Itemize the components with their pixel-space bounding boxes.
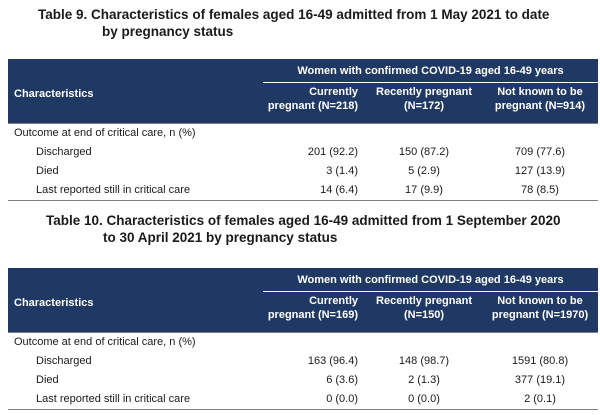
cell-value: 709 (77.6)	[514, 146, 566, 158]
cell-value: 377 (19.1)	[514, 374, 566, 386]
section-row: Outcome at end of critical care, n (%)	[8, 332, 598, 352]
cell-value: 127 (13.9)	[514, 165, 566, 177]
row-label: Last reported still in critical care	[36, 393, 191, 405]
section-label: Outcome at end of critical care, n (%)	[14, 127, 196, 139]
cell-value: 1591 (80.8)	[511, 355, 569, 367]
table-header: Characteristics Women with confirmed COV…	[8, 59, 598, 123]
column-header-line: Not known to be	[497, 295, 583, 307]
section-row: Outcome at end of critical care, n (%)	[8, 123, 598, 143]
column-header-line: pregnant (N=218)	[267, 100, 358, 112]
table-row: Discharged 201 (92.2) 150 (87.2) 709 (77…	[8, 143, 598, 162]
cell-value: 148 (98.7)	[398, 355, 450, 367]
cell-value: 163 (96.4)	[307, 355, 358, 367]
group-header: Women with confirmed COVID-19 aged 16-49…	[263, 65, 598, 83]
row-label: Died	[36, 165, 59, 177]
column-header-line: Not known to be	[497, 86, 583, 98]
table-title-line: Table 9. Characteristics of females aged…	[38, 7, 550, 22]
table-9: Characteristics Women with confirmed COV…	[8, 59, 598, 201]
table-header: Characteristics Women with confirmed COV…	[8, 268, 598, 332]
table-row: Died 3 (1.4) 5 (2.9) 127 (13.9)	[8, 162, 598, 181]
table-body: Outcome at end of critical care, n (%) D…	[8, 332, 598, 410]
column-header-line: Currently	[309, 295, 358, 307]
cell-value: 3 (1.4)	[326, 165, 358, 177]
column-header-line: pregnant (N=914)	[494, 100, 586, 112]
table-10-title: Table 10. Characteristics of females age…	[46, 212, 560, 246]
section-label: Outcome at end of critical care, n (%)	[14, 336, 196, 348]
cell-value: 5 (2.9)	[408, 165, 440, 177]
column-header-line: pregnant (N=169)	[267, 309, 358, 321]
column-header-line: pregnant (N=1970)	[491, 309, 589, 321]
column-header-not-known-pregnant: Not known to be pregnant (N=914)	[484, 85, 596, 113]
column-header-line: (N=150)	[403, 309, 445, 321]
table-title-line: by pregnancy status	[102, 24, 234, 39]
cell-value: 201 (92.2)	[307, 146, 358, 158]
group-header: Women with confirmed COVID-19 aged 16-49…	[263, 274, 598, 292]
cell-value: 2 (1.3)	[408, 374, 440, 386]
table-body: Outcome at end of critical care, n (%) D…	[8, 123, 598, 201]
column-header-not-known-pregnant: Not known to be pregnant (N=1970)	[484, 294, 596, 322]
cell-value: 0 (0.0)	[326, 393, 358, 405]
table-row: Discharged 163 (96.4) 148 (98.7) 1591 (8…	[8, 352, 598, 371]
column-header-line: Recently pregnant	[376, 295, 472, 307]
characteristics-header: Characteristics	[14, 297, 94, 309]
column-header-recently-pregnant: Recently pregnant (N=150)	[366, 294, 482, 322]
column-header-currently-pregnant: Currently pregnant (N=169)	[248, 294, 358, 322]
cell-value: 150 (87.2)	[398, 146, 450, 158]
column-header-line: (N=172)	[403, 100, 445, 112]
table-row: Last reported still in critical care 0 (…	[8, 390, 598, 410]
table-10: Characteristics Women with confirmed COV…	[8, 268, 598, 410]
cell-value: 6 (3.6)	[326, 374, 358, 386]
column-header-currently-pregnant: Currently pregnant (N=218)	[248, 85, 358, 113]
table-row: Died 6 (3.6) 2 (1.3) 377 (19.1)	[8, 371, 598, 390]
table-title-line: to 30 April 2021 by pregnancy status	[103, 230, 338, 245]
row-label: Died	[36, 374, 59, 386]
cell-value: 14 (6.4)	[320, 184, 358, 196]
cell-value: 0 (0.0)	[408, 393, 440, 405]
table-9-title: Table 9. Characteristics of females aged…	[38, 6, 549, 40]
row-label: Last reported still in critical care	[36, 184, 191, 196]
characteristics-header: Characteristics	[14, 88, 94, 100]
row-label: Discharged	[36, 355, 92, 367]
cell-value: 2 (0.1)	[524, 393, 556, 405]
column-header-line: Currently	[309, 86, 358, 98]
table-title-line: Table 10. Characteristics of females age…	[46, 213, 561, 228]
column-header-recently-pregnant: Recently pregnant (N=172)	[366, 85, 482, 113]
row-label: Discharged	[36, 146, 92, 158]
column-header-line: Recently pregnant	[376, 86, 472, 98]
cell-value: 17 (9.9)	[405, 184, 443, 196]
table-row: Last reported still in critical care 14 …	[8, 181, 598, 201]
cell-value: 78 (8.5)	[521, 184, 559, 196]
